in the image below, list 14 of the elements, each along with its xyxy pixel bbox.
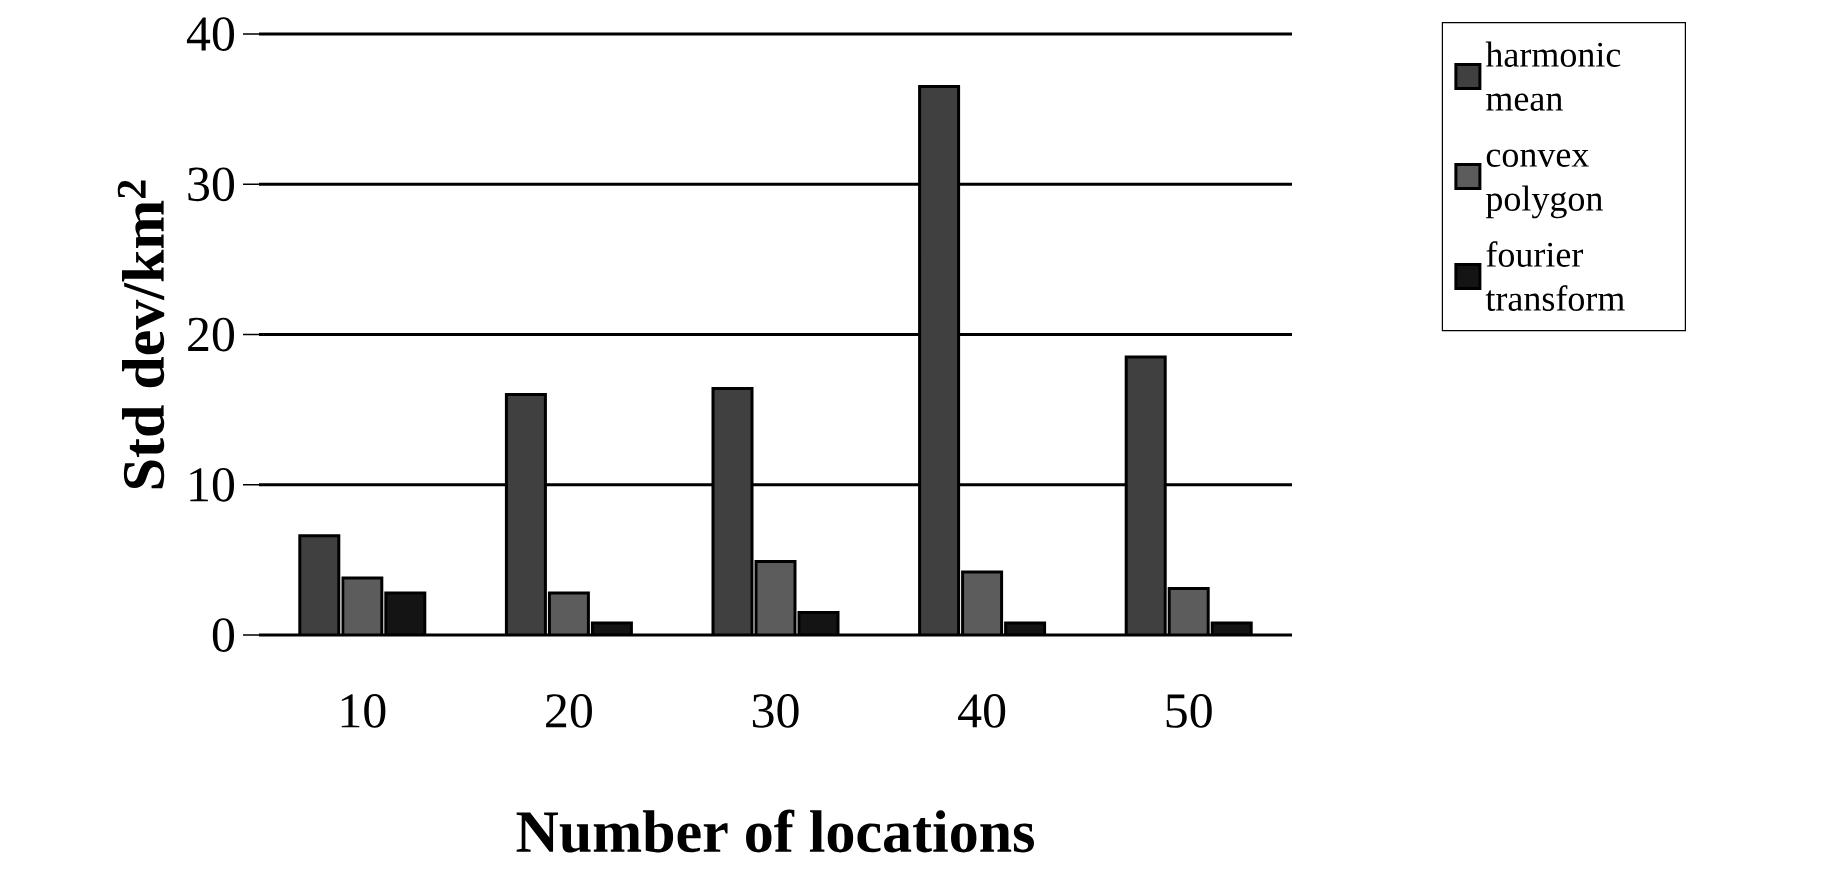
legend-label: convex polygon: [1485, 149, 1603, 219]
x-tick-label: 30: [752, 694, 799, 728]
y-tick-label: 10: [190, 467, 235, 502]
y-tick-label: 30: [188, 167, 235, 202]
x-tick-label: 50: [1166, 694, 1212, 728]
y-axis-title: Std dev/km$^{2}$: [117, 180, 165, 489]
y-tick-label: 20: [188, 317, 235, 352]
y-tick-label: 0: [212, 618, 235, 652]
x-tick-label: 10: [341, 694, 386, 728]
x-tick-label: 20: [546, 694, 592, 728]
x-axis-title: Number of locations: [516, 809, 1034, 853]
x-tick-label: 40: [958, 694, 1006, 728]
legend-label: fourier transform: [1485, 241, 1625, 311]
y-tick-label: 40: [186, 17, 235, 51]
